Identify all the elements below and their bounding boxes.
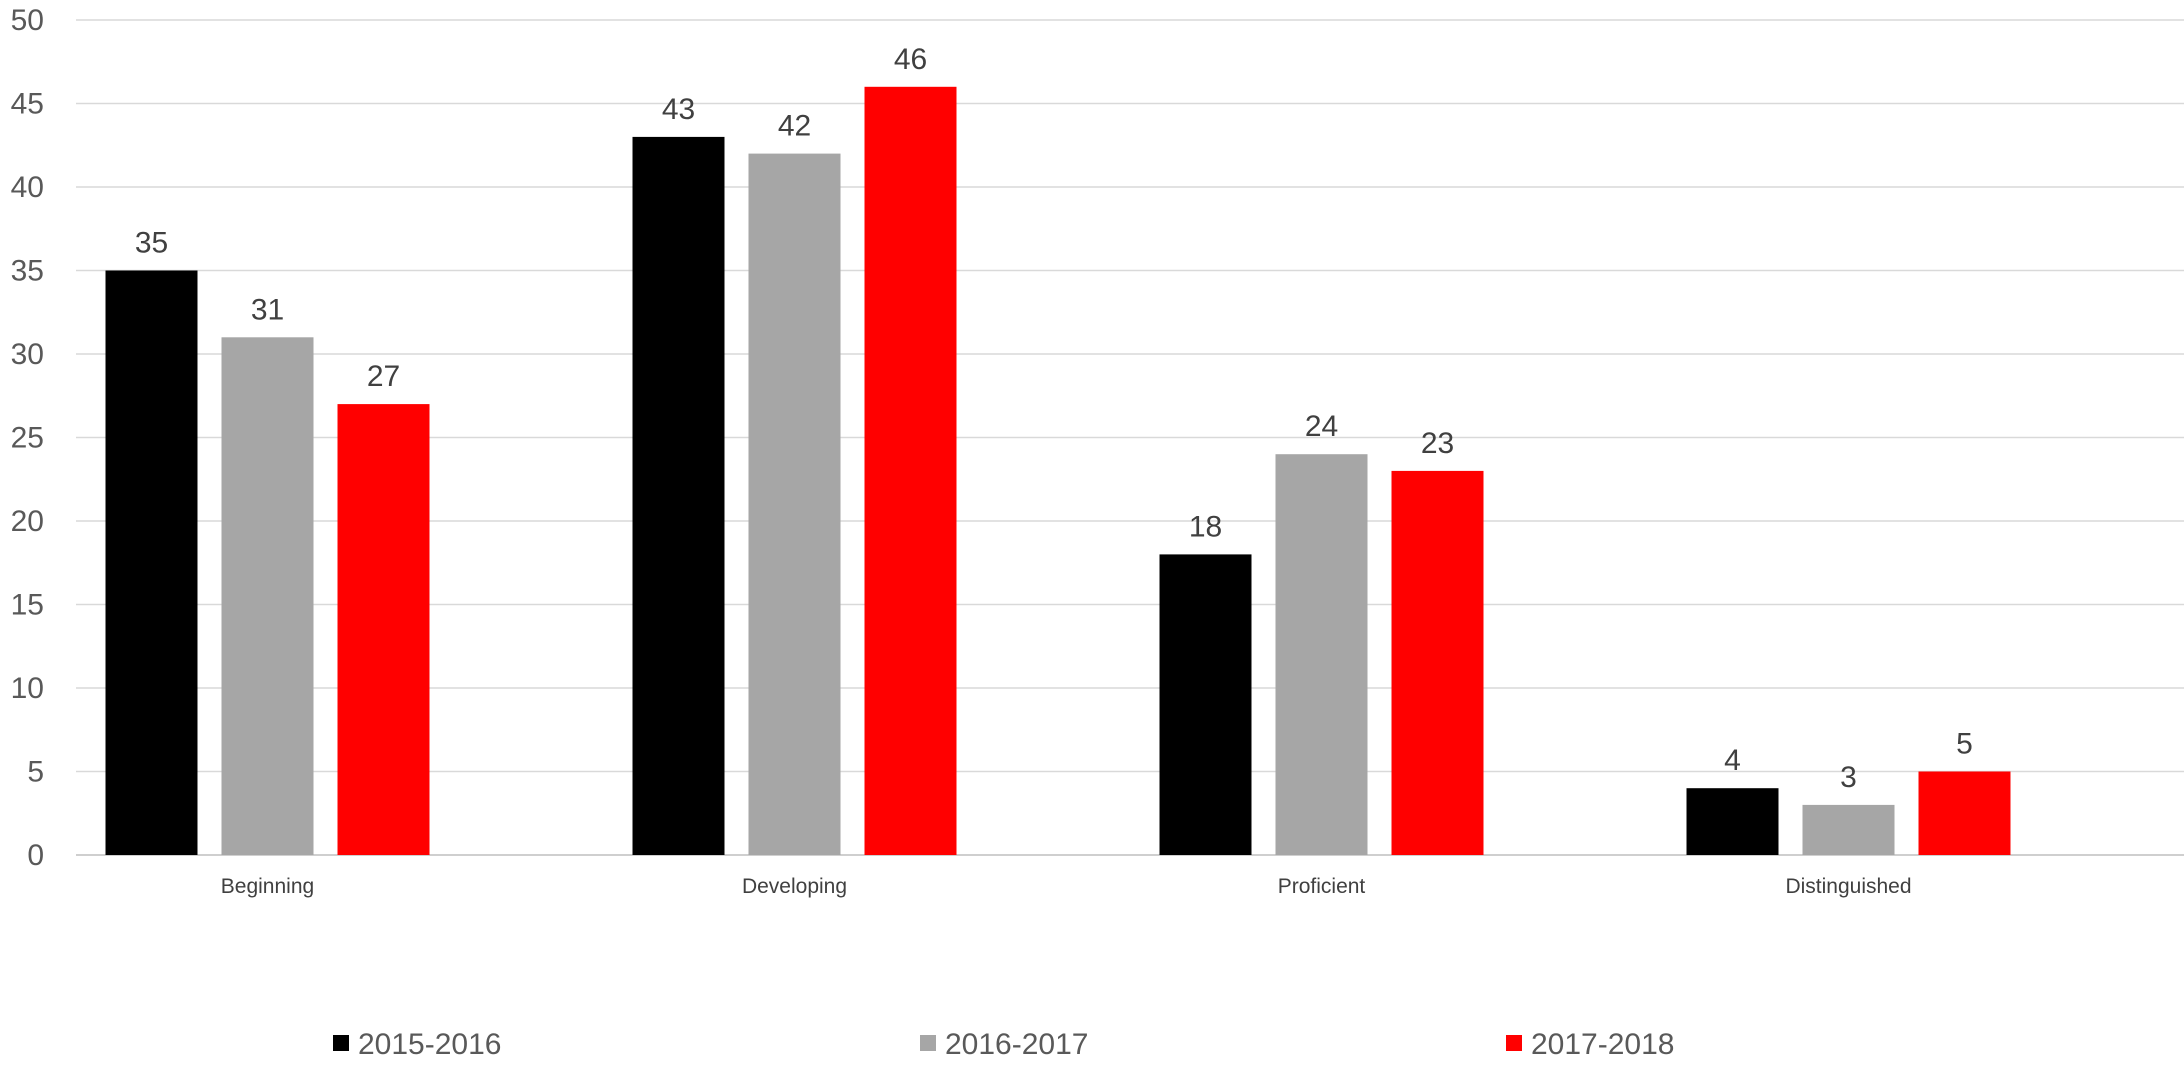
bar-developing-2017-2018 [864, 86, 957, 856]
legend-item-2015-2016: 2015-2016 [333, 1028, 501, 1061]
y-tick-label: 5 [27, 756, 44, 789]
legend-swatch [333, 1035, 349, 1051]
y-tick-label: 50 [11, 4, 44, 37]
bar-beginning-2016-2017 [221, 337, 314, 855]
data-label: 31 [251, 293, 284, 326]
data-label: 23 [1421, 427, 1454, 460]
legend-swatch [1506, 1035, 1522, 1051]
legend: 2015-2016 2016-2017 2017-2018 [333, 1028, 1674, 1061]
y-tick-label: 40 [11, 171, 44, 204]
bar-distinguished-2017-2018 [1918, 771, 2011, 855]
x-tick-label-proficient: Proficient [1278, 875, 1366, 898]
data-label: 46 [894, 43, 927, 76]
bars [105, 86, 2011, 856]
bar-developing-2016-2017 [748, 153, 841, 856]
bar-proficient-2015-2016 [1159, 554, 1252, 855]
y-tick-label: 25 [11, 422, 44, 455]
data-label: 24 [1305, 410, 1338, 443]
data-label: 3 [1840, 761, 1857, 794]
legend-item-2016-2017: 2016-2017 [920, 1028, 1088, 1061]
bar-beginning-2015-2016 [105, 270, 198, 855]
data-label: 27 [367, 360, 400, 393]
data-label: 18 [1189, 510, 1222, 543]
x-tick-label-developing: Developing [742, 875, 847, 898]
bar-proficient-2016-2017 [1275, 454, 1368, 855]
y-tick-label: 35 [11, 255, 44, 288]
y-tick-label: 0 [27, 839, 44, 872]
legend-label: 2017-2018 [1531, 1028, 1674, 1061]
y-tick-label: 15 [11, 589, 44, 622]
data-label: 5 [1956, 728, 1973, 761]
x-tick-label-distinguished: Distinguished [1785, 875, 1911, 898]
y-axis-ticks: 0 5 10 15 20 25 30 35 40 45 50 [11, 4, 44, 872]
y-tick-label: 45 [11, 88, 44, 121]
y-tick-label: 10 [11, 672, 44, 705]
bar-proficient-2017-2018 [1391, 470, 1484, 855]
legend-label: 2016-2017 [945, 1028, 1088, 1061]
y-tick-label: 20 [11, 505, 44, 538]
data-label: 43 [662, 93, 695, 126]
legend-item-2017-2018: 2017-2018 [1506, 1028, 1674, 1061]
legend-label: 2015-2016 [358, 1028, 501, 1061]
bar-developing-2015-2016 [632, 136, 725, 855]
x-axis-ticks: Beginning Developing Proficient Distinguish… [221, 875, 1912, 898]
bar-distinguished-2016-2017 [1802, 804, 1895, 855]
data-label: 42 [778, 110, 811, 143]
y-tick-label: 30 [11, 338, 44, 371]
bar-distinguished-2015-2016 [1686, 788, 1779, 855]
x-tick-label-beginning: Beginning [221, 875, 314, 898]
data-label: 4 [1724, 744, 1741, 777]
data-label: 35 [135, 227, 168, 260]
bar-beginning-2017-2018 [337, 404, 430, 855]
legend-swatch [920, 1035, 936, 1051]
